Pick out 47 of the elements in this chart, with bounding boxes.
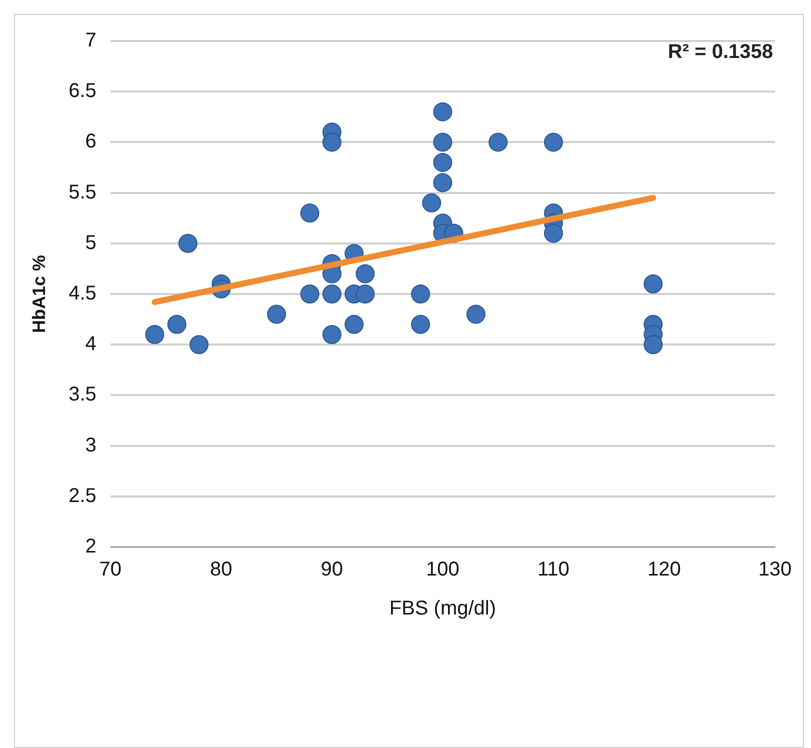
point (544, 224, 563, 243)
point (178, 234, 198, 253)
y-tick-label: 5.5 (68, 181, 96, 204)
x-axis-title: FBS (mg/dl) (389, 598, 496, 620)
point (466, 304, 486, 324)
point (356, 264, 375, 284)
point (433, 152, 452, 172)
point (411, 314, 430, 334)
y-tick-label: 4.5 (68, 282, 96, 305)
y-tick-label: 3 (85, 434, 96, 456)
point (145, 324, 164, 344)
point (433, 132, 452, 152)
y-tick-label: 4 (85, 333, 96, 356)
x-tick-label: 120 (648, 558, 681, 581)
point (190, 335, 209, 354)
annotation: R² = 0.1358 (668, 41, 773, 64)
point (300, 284, 320, 304)
point (488, 132, 508, 152)
point (322, 324, 342, 344)
point (344, 314, 364, 334)
y-tick-label: 2.5 (68, 484, 96, 507)
point (644, 274, 663, 294)
point (356, 284, 375, 304)
point (644, 335, 663, 354)
x-tick-label: 70 (99, 558, 122, 581)
point (411, 284, 430, 304)
y-tick-label: 6 (85, 130, 96, 153)
y-tick-label: 5 (85, 232, 96, 254)
point (167, 314, 186, 334)
x-tick-label: 90 (320, 558, 344, 581)
y-tick-label: 6.5 (68, 80, 96, 102)
point (422, 193, 442, 212)
y-axis-title: HbA1c % (28, 254, 49, 334)
y-tick-label: 2 (85, 536, 96, 558)
point (300, 204, 320, 223)
x-tick-label: 110 (538, 558, 570, 581)
point (322, 132, 342, 152)
y-tick-label: 3.5 (68, 384, 96, 406)
point (322, 284, 342, 304)
x-tick-label: 100 (426, 558, 460, 581)
point (544, 132, 563, 152)
point (433, 102, 452, 122)
x-tick-label: 80 (210, 558, 232, 581)
x-tick-label: 130 (758, 558, 792, 581)
y-tick-label: 7 (85, 30, 96, 52)
point (433, 173, 452, 192)
point (267, 304, 286, 324)
